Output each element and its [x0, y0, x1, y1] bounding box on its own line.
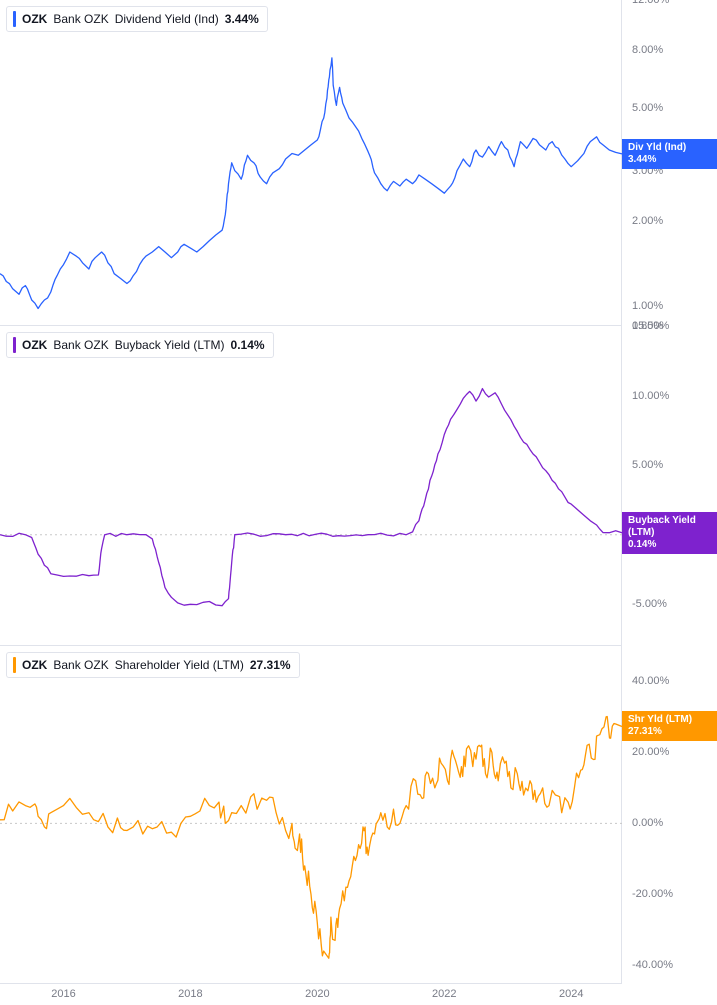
legend-ticker: OZK	[22, 338, 47, 352]
legend-ticker: OZK	[22, 658, 47, 672]
value-flag-title: Buyback Yield (LTM)	[628, 515, 711, 539]
legend-value: 27.31%	[250, 658, 291, 672]
y-tick-label: 2.00%	[622, 215, 717, 227]
legend-value: 0.14%	[231, 338, 265, 352]
y-tick-label: 20.00%	[622, 746, 717, 758]
legend-name: Bank OZK	[53, 12, 108, 26]
y-tick-label: 10.00%	[622, 390, 717, 402]
value-flag-value: 27.31%	[628, 726, 711, 738]
value-flag-shareholder: Shr Yld (LTM)27.31%	[622, 711, 717, 741]
series-buyback	[0, 326, 622, 646]
y-tick-label: 0.00%	[622, 817, 717, 829]
x-tick-label: 2018	[178, 988, 202, 1000]
legend-dividend[interactable]: OZK Bank OZK Dividend Yield (Ind) 3.44%	[6, 6, 268, 32]
legend-metric: Buyback Yield (LTM)	[115, 338, 225, 352]
value-flag-title: Div Yld (Ind)	[628, 142, 711, 154]
x-tick-label: 2020	[305, 988, 329, 1000]
legend-color-swatch	[13, 657, 16, 673]
legend-metric: Dividend Yield (Ind)	[115, 12, 219, 26]
x-axis: 2016 2018 2020 2022 2024	[0, 983, 622, 1005]
y-tick-label: 1.00%	[622, 300, 717, 312]
y-tick-label: -20.00%	[622, 888, 717, 900]
y-tick-label: 12.00%	[622, 0, 717, 6]
legend-name: Bank OZK	[53, 658, 108, 672]
x-tick-label: 2024	[559, 988, 583, 1000]
y-tick-label: 5.00%	[622, 459, 717, 471]
series-shareholder	[0, 646, 622, 983]
value-flag-dividend: Div Yld (Ind)3.44%	[622, 139, 717, 169]
chart-panel-buyback: OZKBank OZKBuyback Yield (LTM)0.14%-5.00…	[0, 326, 717, 646]
legend-color-swatch	[13, 337, 16, 353]
value-flag-value: 0.14%	[628, 539, 711, 551]
x-tick-label: 2016	[51, 988, 75, 1000]
legend-color-swatch	[13, 11, 16, 27]
y-tick-label: 15.00%	[622, 320, 717, 332]
series-dividend	[0, 0, 622, 326]
legend-shareholder[interactable]: OZK Bank OZK Shareholder Yield (LTM) 27.31%	[6, 652, 300, 678]
value-flag-buyback: Buyback Yield (LTM)0.14%	[622, 512, 717, 554]
legend-buyback[interactable]: OZK Bank OZK Buyback Yield (LTM) 0.14%	[6, 332, 274, 358]
legend-metric: Shareholder Yield (LTM)	[115, 658, 244, 672]
plot-area[interactable]	[0, 0, 622, 326]
legend-value: 3.44%	[225, 12, 259, 26]
plot-area[interactable]	[0, 326, 622, 646]
plot-area[interactable]	[0, 646, 622, 983]
y-tick-label: 40.00%	[622, 675, 717, 687]
value-flag-value: 3.44%	[628, 154, 711, 166]
chart-panel-shareholder: OZK Bank OZK Shareholder Yield (LTM) 27.31%…	[0, 646, 717, 983]
y-tick-label: -5.00%	[622, 598, 717, 610]
chart-panel-dividend: OZKBank OZKDividend Yield (Ind)3.44%0.85…	[0, 0, 717, 326]
x-tick-label: 2022	[432, 988, 456, 1000]
legend-name: Bank OZK	[53, 338, 108, 352]
value-flag-title: Shr Yld (LTM)	[628, 714, 711, 726]
legend-ticker: OZK	[22, 12, 47, 26]
y-tick-label: 8.00%	[622, 44, 717, 56]
y-tick-label: 5.00%	[622, 102, 717, 114]
y-tick-label: -40.00%	[622, 959, 717, 971]
